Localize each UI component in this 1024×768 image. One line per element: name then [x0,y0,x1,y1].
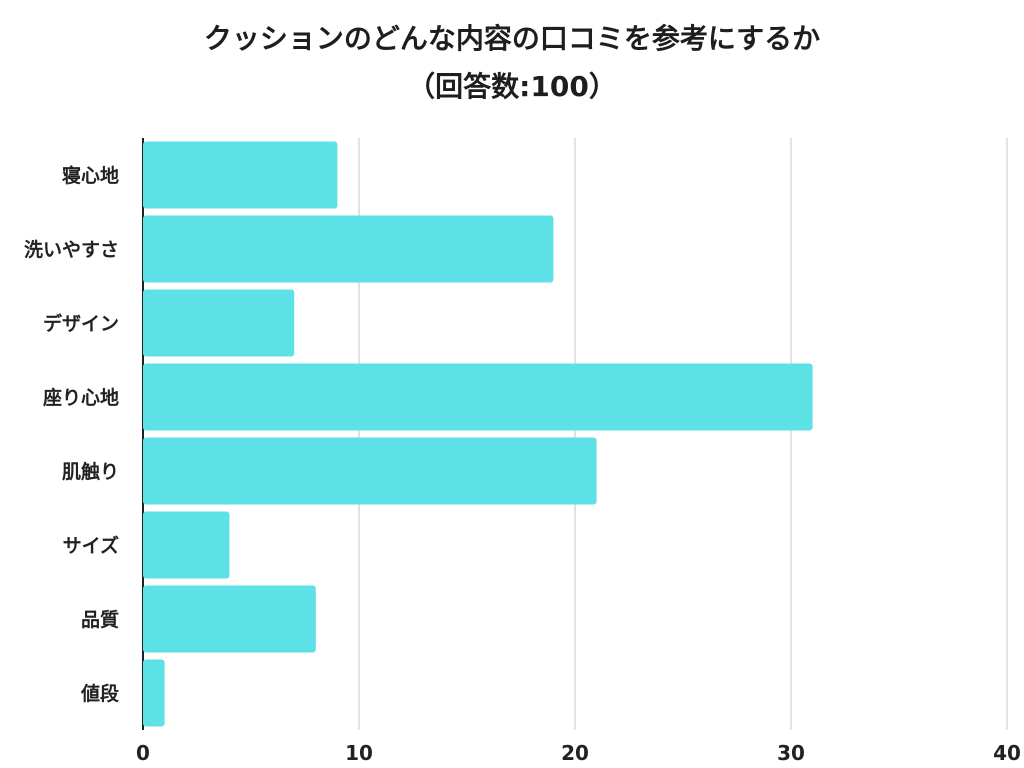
x-tick-label: 0 [136,741,150,765]
category-label: 肌触り [62,460,119,483]
category-label: 寝心地 [62,164,119,187]
category-label: 品質 [81,608,119,631]
category-label: 値段 [80,682,120,705]
x-tick-label: 20 [561,741,589,765]
category-label: デザイン [43,312,119,335]
bar [143,289,295,357]
bar [143,437,597,505]
chart-title: クッションのどんな内容の口コミを参考にするか [203,22,821,55]
bar [143,363,813,431]
bar [143,511,230,579]
bars [143,141,813,727]
category-label: 座り心地 [43,386,119,409]
chart-subtitle: （回答数:100） [407,70,617,103]
category-label: サイズ [63,534,119,557]
x-tick-label: 10 [345,741,373,765]
x-tick-labels: 0 10 20 30 40 [136,741,1021,765]
bar [143,141,338,209]
x-tick-label: 40 [993,741,1021,765]
bar [143,585,316,653]
category-label: 洗いやすさ [24,238,119,261]
x-tick-label: 30 [777,741,805,765]
bar [143,659,165,727]
bar [143,215,554,283]
